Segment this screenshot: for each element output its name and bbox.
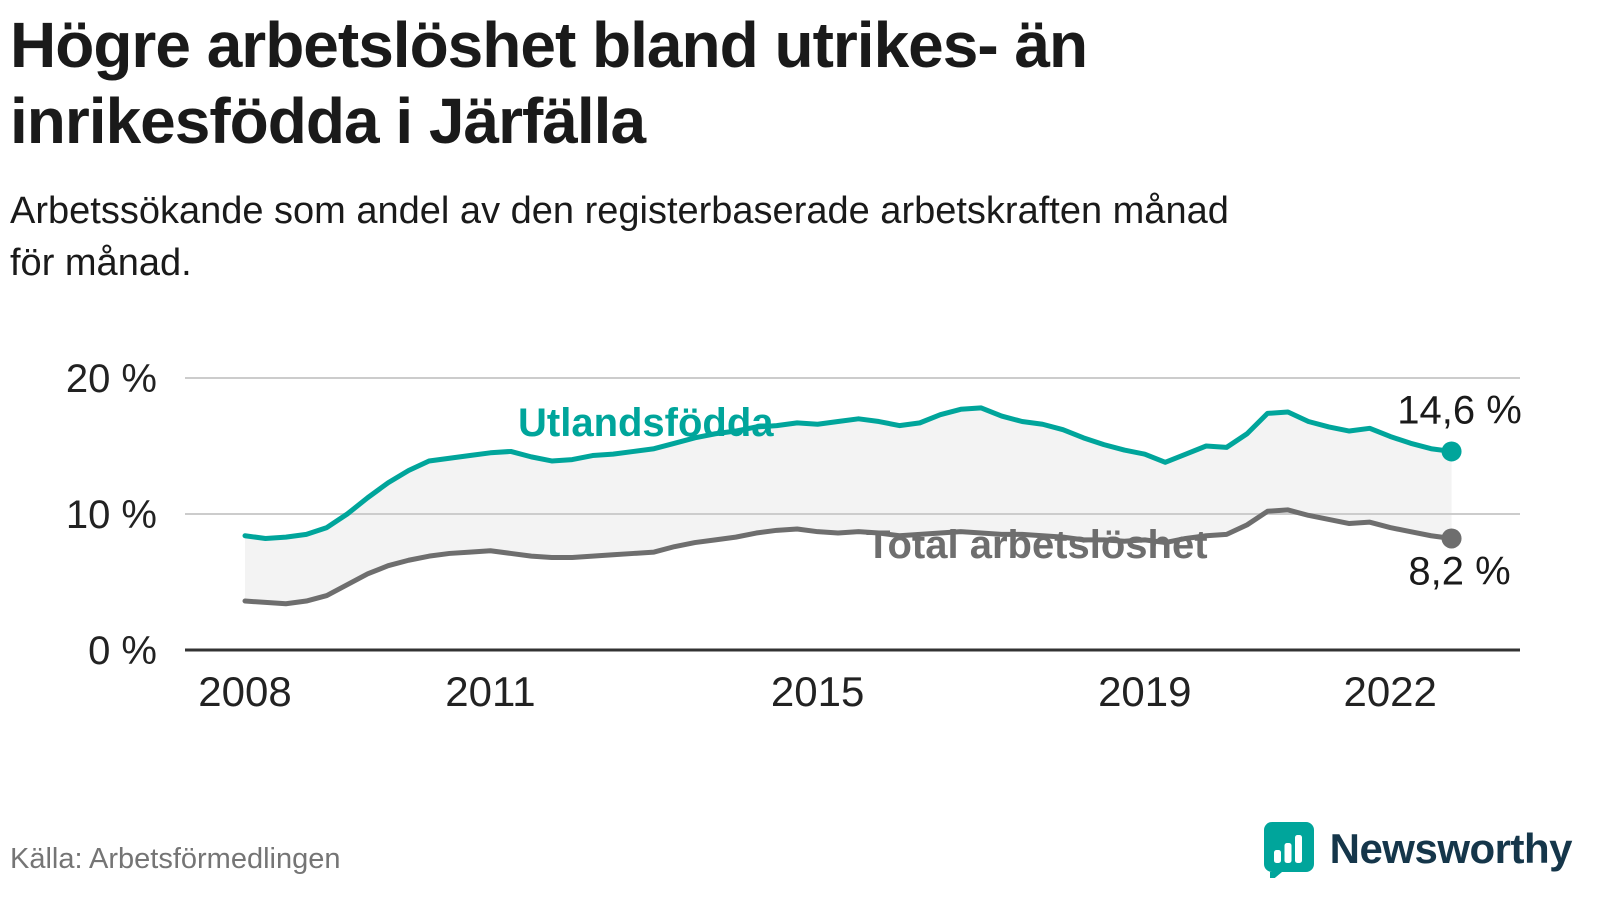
series-line-utlandsfodda <box>242 405 1455 541</box>
y-tick-label-10: 10 % <box>66 493 157 537</box>
page-subtitle: Arbetssökande som andel av den registerb… <box>10 185 1570 290</box>
x-tick-label-2008: 2008 <box>198 668 291 715</box>
newsworthy-brand-text: Newsworthy <box>1329 825 1573 872</box>
area-between-series <box>245 407 1452 604</box>
y-tick-label-20: 20 % <box>66 357 157 401</box>
page-title-line-1: Högre arbetslöshet bland utrikes- än <box>10 9 1088 81</box>
series-label-total-arbetsloshet: Total arbetslöshet <box>866 523 1208 567</box>
y-tick-label-0: 0 % <box>88 629 157 673</box>
series-end-value-utlandsfodda: 14,6 % <box>1397 388 1522 432</box>
newsworthy-brand: Newsworthy <box>1260 820 1573 878</box>
series-line-total-arbetsloshet <box>242 507 1455 607</box>
page-title-line-2: inrikesfödda i Järfälla <box>10 84 646 157</box>
x-tick-label-2019: 2019 <box>1098 668 1191 715</box>
chart-header: Högre arbetslöshet bland utrikes- än inr… <box>10 8 1570 290</box>
series-end-dot-total-arbetsloshet <box>1441 528 1462 549</box>
series-end-value-total-arbetsloshet: 8,2 % <box>1408 549 1510 593</box>
x-tick-label-2015: 2015 <box>771 668 864 715</box>
x-tick-label-2022: 2022 <box>1343 668 1436 715</box>
page-subtitle-line-2: för månad. <box>10 242 192 285</box>
x-tick-label-2011: 2011 <box>445 668 535 715</box>
series-end-dot-utlandsfodda <box>1441 441 1462 462</box>
source-note: Källa: Arbetsförmedlingen <box>10 843 341 875</box>
series-label-utlandsfodda: Utlandsfödda <box>518 401 774 445</box>
page-title: Högre arbetslöshet bland utrikes- än inr… <box>10 8 1570 159</box>
page-subtitle-line-1: Arbetssökande som andel av den registerb… <box>10 190 1229 233</box>
newsworthy-logo-icon <box>1263 822 1314 878</box>
